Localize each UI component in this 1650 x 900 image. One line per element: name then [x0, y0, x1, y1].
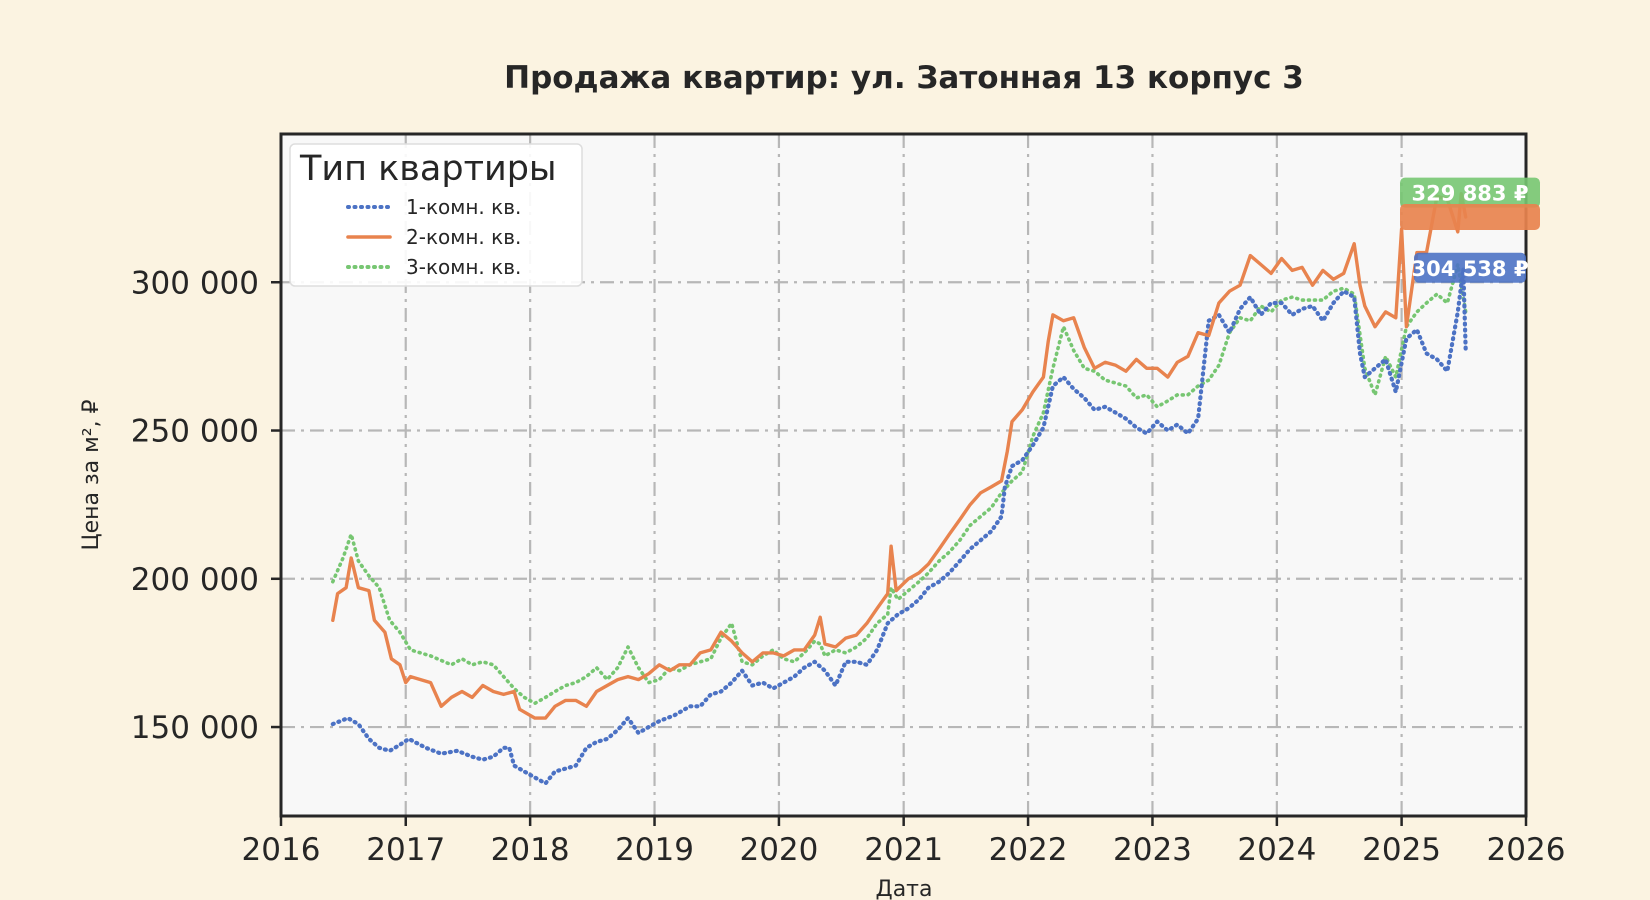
legend-label-1: 2-комн. кв.	[406, 225, 521, 249]
end-value-label-0: 304 538 ₽	[1412, 257, 1529, 281]
y-tick-label: 250 000	[131, 414, 259, 450]
legend-label-2: 3-комн. кв.	[406, 255, 521, 279]
x-tick-label: 2020	[739, 832, 818, 868]
x-tick-label: 2025	[1362, 832, 1441, 868]
x-tick-label: 2023	[1113, 832, 1192, 868]
end-value-badge-1	[1400, 204, 1540, 231]
x-axis-title: Дата	[876, 877, 933, 900]
end-value-label-2: 329 883 ₽	[1412, 182, 1529, 206]
x-tick-label: 2026	[1487, 832, 1566, 868]
y-tick-label: 150 000	[131, 710, 259, 746]
x-tick-label: 2022	[989, 832, 1068, 868]
x-tick-label: 2016	[242, 832, 321, 868]
x-tick-label: 2019	[615, 832, 694, 868]
legend-items: 1-комн. кв. 2-комн. кв. 3-комн. кв.	[346, 195, 521, 279]
chart-title: Продажа квартир: ул. Затонная 13 корпус …	[504, 60, 1304, 96]
grid	[281, 134, 1526, 816]
legend-label-0: 1-комн. кв.	[406, 195, 521, 219]
legend-box	[289, 143, 583, 287]
series-layer	[330, 192, 1468, 786]
end-value-badge-0	[1414, 252, 1526, 283]
end-value-badges: 329 883 ₽ 304 538 ₽	[1400, 177, 1540, 283]
x-tick-label: 2017	[366, 832, 445, 868]
legend-title: Тип квартиры	[299, 149, 557, 189]
series-line-1	[331, 192, 1468, 720]
axis-ticks: 2016 2017 2018 2019 2020 2021 2022 2023 2024 2025…	[131, 265, 1566, 868]
x-tick-label: 2021	[864, 832, 943, 868]
y-tick-label: 300 000	[131, 265, 259, 301]
legend: Тип квартиры 1-комн. кв. 2-комн. кв. 3-ком…	[289, 143, 583, 287]
y-tick-label: 200 000	[131, 562, 259, 598]
x-tick-label: 2024	[1237, 832, 1316, 868]
series-line-0	[330, 266, 1468, 786]
y-axis-title: Цена за м², ₽	[79, 399, 104, 550]
x-tick-label: 2018	[491, 832, 570, 868]
end-value-badge-2	[1400, 177, 1540, 208]
